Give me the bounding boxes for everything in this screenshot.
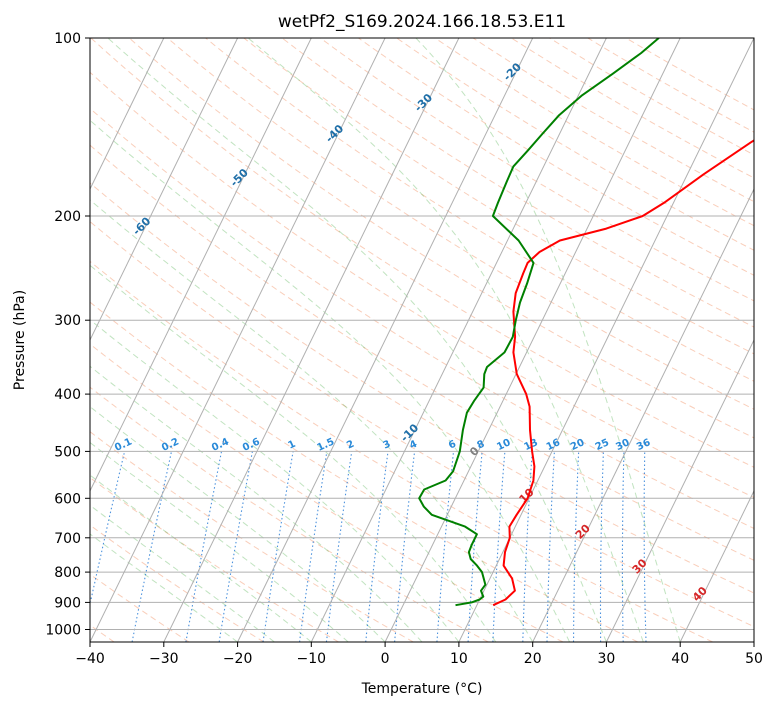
y-tick-label: 600 — [54, 491, 81, 507]
y-tick-label: 1000 — [45, 623, 81, 639]
mixing-ratio-label: 20 — [569, 437, 586, 453]
y-tick-label: 900 — [54, 595, 81, 611]
y-tick-label: 800 — [54, 565, 81, 581]
dewpoint-profile — [418, 38, 660, 607]
y-tick-label: 100 — [54, 31, 81, 47]
dry-adiabat — [396, 38, 754, 251]
y-tick-label: 400 — [54, 387, 81, 403]
dry-adiabat — [90, 386, 489, 642]
y-tick-label: 300 — [54, 313, 81, 329]
y-tick-label: 200 — [54, 209, 81, 225]
dry-adiabat — [90, 107, 754, 530]
x-tick-label: −30 — [149, 651, 179, 667]
mixing-ratio-line — [262, 451, 294, 642]
isotherm-line — [384, 38, 681, 642]
mixing-ratio-label: 3 — [381, 439, 392, 452]
dry-adiabat — [205, 38, 754, 382]
mixing-ratio-label: 25 — [594, 437, 611, 453]
mixing-ratio-label: 6 — [447, 439, 458, 452]
background-lines — [90, 38, 754, 642]
moist-adiabat — [90, 406, 386, 642]
mixing-ratio-label: 8 — [476, 439, 487, 452]
isotherm-line — [605, 338, 754, 642]
chart-title: wetPf2_S169.2024.166.18.53.E11 — [278, 12, 566, 32]
dry-adiabat — [90, 144, 754, 561]
grid-lines — [90, 38, 754, 642]
mixing-ratio-line — [365, 451, 389, 642]
dry-adiabat — [243, 38, 754, 355]
mixing-ratio-line — [218, 451, 253, 642]
moist-adiabat — [90, 264, 497, 642]
dry-adiabat — [472, 38, 754, 203]
dry-adiabat — [549, 38, 754, 156]
y-tick-label: 500 — [54, 444, 81, 460]
moist-adiabat — [90, 441, 349, 642]
x-tick-label: 20 — [524, 651, 542, 667]
mixing-ratio-line — [325, 451, 353, 642]
moist-adiabat — [247, 38, 644, 642]
isotherm-line — [679, 489, 754, 642]
dry-adiabat — [90, 431, 414, 642]
mixing-ratio-label: 10 — [495, 437, 512, 453]
isotherm-line — [310, 38, 607, 642]
mixing-ratio-line — [394, 451, 416, 642]
x-tick-label: 30 — [597, 651, 615, 667]
isotherm-line — [90, 38, 165, 191]
axes: −40 −30 −20 −10 0 10 20 30 40 50 100 200 300 400 500 60… — [45, 31, 763, 667]
dry-adiabat — [90, 260, 713, 642]
dry-adiabat — [90, 524, 265, 642]
x-tick-label: 10 — [450, 651, 468, 667]
profiles — [418, 38, 754, 607]
x-tick-label: 40 — [671, 651, 689, 667]
isotherm-line — [90, 38, 312, 493]
moist-adiabat — [90, 365, 423, 642]
x-tick-label: 50 — [745, 651, 763, 667]
dry-adiabat — [511, 38, 754, 179]
x-tick-label: −10 — [297, 651, 327, 667]
mixing-ratio-label: 36 — [635, 437, 652, 453]
mixing-ratio-label: 2 — [345, 439, 356, 452]
isotherm-line — [237, 38, 534, 642]
mixing-ratio-label: 4 — [408, 439, 419, 452]
dry-adiabat — [90, 71, 754, 499]
isotherm-line — [90, 38, 386, 642]
moist-adiabat — [415, 38, 681, 642]
x-tick-label: −40 — [75, 651, 105, 667]
mixing-ratio-label: 1 — [287, 439, 298, 452]
y-tick-label: 700 — [54, 531, 81, 547]
moist-adiabat — [90, 319, 460, 642]
isotherm-line — [163, 38, 460, 642]
moist-adiabat — [90, 533, 238, 642]
mixing-ratio-label: 30 — [614, 437, 631, 453]
y-axis-label: Pressure (hPa) — [12, 290, 28, 390]
mixing-ratio-line — [299, 451, 328, 642]
temperature-profile — [492, 139, 754, 607]
line-labels: 0.10.20.40.611.52346810131620253036-100-… — [113, 60, 710, 604]
dry-adiabat — [128, 38, 754, 439]
x-tick-label: 0 — [381, 651, 390, 667]
dry-adiabat — [358, 38, 754, 276]
dry-adiabat — [90, 220, 754, 628]
x-axis-label: Temperature (°C) — [361, 681, 483, 697]
dry-adiabat — [90, 182, 754, 594]
mixing-ratio-label: 16 — [545, 437, 562, 453]
moist-adiabat — [90, 119, 571, 642]
plot-frame — [89, 37, 755, 643]
dry-adiabat — [281, 38, 754, 328]
x-tick-label: −20 — [223, 651, 253, 667]
dry-adiabat — [319, 38, 754, 302]
dry-adiabat — [434, 38, 754, 227]
moist-adiabat — [107, 38, 607, 642]
dry-adiabat — [167, 38, 754, 410]
moist-adiabat — [90, 199, 534, 642]
isotherm-line — [532, 187, 754, 642]
dry-adiabat — [90, 301, 639, 642]
